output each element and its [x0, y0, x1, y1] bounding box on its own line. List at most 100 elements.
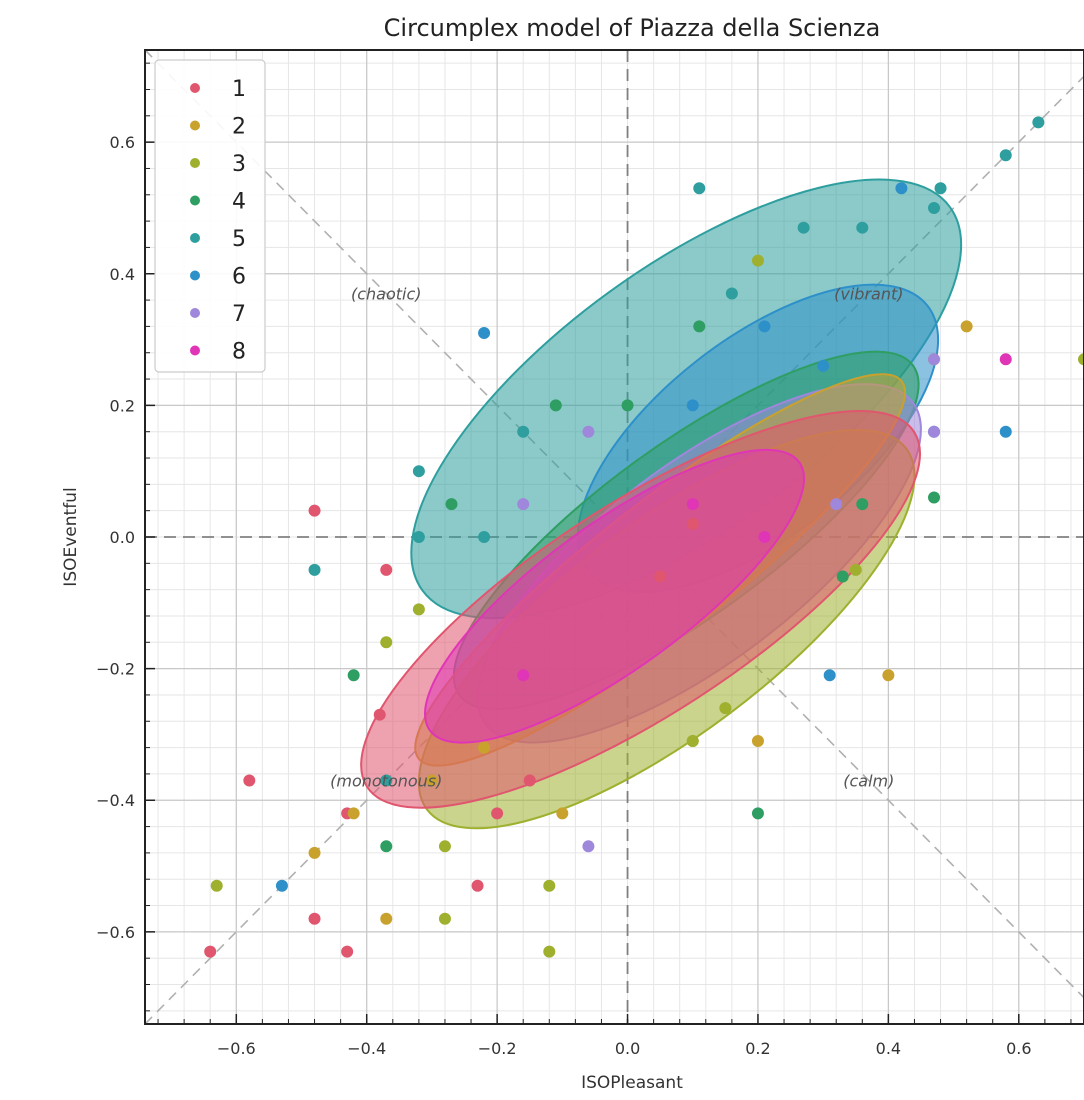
data-point-series-5	[309, 564, 320, 575]
data-point-series-5	[1033, 117, 1044, 128]
legend-label-series-8: 8	[232, 340, 246, 365]
data-point-series-3	[413, 604, 424, 615]
x-tick-label: 0.2	[745, 1039, 770, 1058]
data-point-series-5	[1000, 150, 1011, 161]
data-point-series-1	[472, 880, 483, 891]
data-point-series-6	[818, 360, 829, 371]
data-point-series-2	[348, 808, 359, 819]
legend-marker-series-4	[190, 196, 200, 206]
data-point-series-3	[211, 880, 222, 891]
data-point-series-5	[798, 222, 809, 233]
data-point-series-1	[244, 775, 255, 786]
y-tick-label: −0.2	[96, 660, 135, 679]
data-point-series-3	[544, 880, 555, 891]
data-point-series-6	[1000, 426, 1011, 437]
data-point-series-3	[439, 913, 450, 924]
data-point-series-2	[961, 321, 972, 332]
data-point-series-7	[929, 426, 940, 437]
y-tick-label: −0.4	[96, 791, 135, 810]
x-tick-label: 0.6	[1006, 1039, 1031, 1058]
data-point-series-8	[1000, 354, 1011, 365]
data-point-series-3	[439, 841, 450, 852]
data-point-series-8	[759, 532, 770, 543]
legend-marker-series-8	[190, 346, 200, 356]
data-point-series-5	[929, 202, 940, 213]
data-point-series-4	[857, 499, 868, 510]
x-tick-label: 0.0	[615, 1039, 640, 1058]
data-point-series-5	[857, 222, 868, 233]
chart-title: Circumplex model of Piazza della Scienza	[384, 14, 881, 42]
data-point-series-1	[309, 913, 320, 924]
x-tick-label: 0.4	[876, 1039, 901, 1058]
data-point-series-5	[413, 532, 424, 543]
data-point-series-3	[687, 736, 698, 747]
data-point-series-1	[655, 571, 666, 582]
data-point-series-5	[726, 288, 737, 299]
y-tick-label: 0.4	[110, 265, 135, 284]
legend-marker-series-2	[190, 121, 200, 131]
data-point-series-4	[622, 400, 633, 411]
data-point-series-3	[850, 564, 861, 575]
data-point-series-4	[381, 841, 392, 852]
data-point-series-1	[342, 946, 353, 957]
legend-label-series-4: 4	[232, 190, 246, 215]
legend-marker-series-5	[190, 233, 200, 243]
data-point-series-2	[557, 808, 568, 819]
data-point-series-1	[309, 505, 320, 516]
data-point-series-8	[518, 670, 529, 681]
data-point-series-7	[583, 841, 594, 852]
data-point-series-3	[544, 946, 555, 957]
data-point-series-2	[309, 847, 320, 858]
legend-label-series-7: 7	[232, 302, 246, 327]
data-point-series-5	[518, 426, 529, 437]
quadrant-label: (monotonous)	[330, 772, 442, 791]
legend-marker-series-1	[190, 83, 200, 93]
quadrant-label: (calm)	[843, 772, 894, 791]
y-axis-label: ISOEventful	[61, 487, 81, 586]
data-point-series-1	[381, 564, 392, 575]
quadrant-label: (vibrant)	[834, 285, 903, 304]
x-tick-label: −0.2	[478, 1039, 517, 1058]
legend-marker-series-3	[190, 158, 200, 168]
y-tick-label: 0.6	[110, 133, 135, 152]
data-point-series-1	[205, 946, 216, 957]
y-tick-label: 0.0	[110, 528, 135, 547]
legend-box	[155, 60, 265, 372]
data-point-series-2	[752, 736, 763, 747]
legend-label-series-2: 2	[232, 115, 246, 140]
data-point-series-3	[720, 703, 731, 714]
data-point-series-7	[929, 354, 940, 365]
data-point-series-4	[694, 321, 705, 332]
data-point-series-1	[492, 808, 503, 819]
data-point-series-5	[479, 532, 490, 543]
data-point-series-8	[687, 499, 698, 510]
y-tick-label: −0.6	[96, 923, 135, 942]
data-point-series-2	[479, 742, 490, 753]
data-point-series-1	[374, 709, 385, 720]
data-point-series-4	[929, 492, 940, 503]
data-point-series-6	[687, 400, 698, 411]
data-point-series-6	[479, 327, 490, 338]
data-point-series-5	[935, 183, 946, 194]
data-point-series-3	[752, 255, 763, 266]
data-point-series-4	[752, 808, 763, 819]
quadrant-label: (chaotic)	[351, 285, 422, 304]
legend-label-series-3: 3	[232, 152, 246, 177]
data-point-series-7	[518, 499, 529, 510]
data-point-series-6	[896, 183, 907, 194]
data-point-series-4	[550, 400, 561, 411]
data-point-series-6	[276, 880, 287, 891]
data-point-series-6	[759, 321, 770, 332]
data-point-series-1	[524, 775, 535, 786]
data-point-series-2	[883, 670, 894, 681]
x-tick-label: −0.6	[217, 1039, 256, 1058]
legend-marker-series-7	[190, 308, 200, 318]
data-point-series-4	[446, 499, 457, 510]
data-point-series-4	[837, 571, 848, 582]
data-point-series-6	[824, 670, 835, 681]
x-tick-label: −0.4	[347, 1039, 386, 1058]
legend-label-series-5: 5	[232, 227, 246, 252]
